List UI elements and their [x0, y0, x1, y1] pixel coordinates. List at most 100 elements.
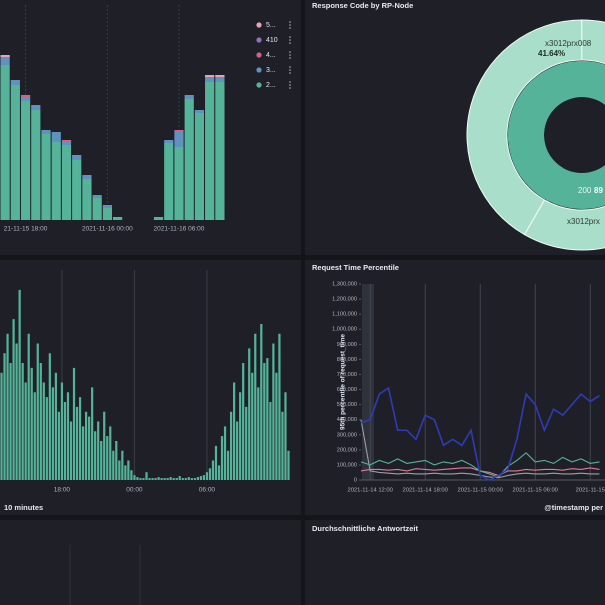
bar-segment	[164, 140, 174, 143]
bar	[229, 411, 233, 480]
bar	[51, 387, 54, 480]
bar	[75, 406, 79, 480]
bar	[139, 478, 142, 480]
bar	[112, 450, 115, 480]
bar-segment	[41, 130, 51, 134]
bar-segment	[61, 142, 72, 145]
bar	[202, 475, 206, 480]
bar-segment	[174, 132, 184, 147]
legend-swatch	[256, 52, 262, 58]
legend-menu-icon	[289, 81, 291, 83]
bar-segment	[82, 179, 92, 220]
x-tick-label: 2021-11-14 12:00	[347, 488, 392, 494]
bar	[72, 367, 76, 480]
legend-menu-icon	[289, 69, 291, 71]
bar	[103, 411, 106, 480]
bar	[223, 426, 227, 480]
x-tick-label: 2021-11-15	[576, 488, 605, 494]
bar	[281, 411, 284, 480]
bar	[214, 445, 218, 480]
line-series	[360, 452, 600, 478]
slice-label: x3012prx	[567, 217, 600, 226]
bar	[269, 402, 272, 480]
bar	[24, 382, 27, 480]
panel	[305, 260, 605, 515]
legend-swatch	[256, 67, 262, 73]
bar	[278, 333, 281, 480]
legend-menu-icon	[289, 42, 291, 44]
bar-segment	[10, 80, 20, 85]
bar-segment	[184, 99, 194, 220]
bar-segment	[0, 55, 10, 57]
x-tick-label: 2021-11-16 00:00	[82, 226, 133, 233]
bar-segment	[113, 217, 123, 220]
bar	[133, 475, 136, 480]
bar	[199, 476, 202, 480]
bar	[217, 465, 221, 480]
y-tick-label: 800,000	[337, 357, 357, 363]
legend-label: 3...	[266, 67, 276, 74]
bar	[148, 478, 151, 480]
bar-segment	[205, 82, 215, 220]
y-tick-label: 1,100,000	[332, 312, 357, 318]
slice-label: 200	[578, 186, 592, 195]
bar	[181, 478, 184, 480]
bar	[124, 465, 127, 480]
highlight-band	[362, 284, 374, 480]
bar	[27, 333, 30, 480]
bar	[145, 472, 148, 480]
bar	[166, 478, 169, 480]
bar	[266, 358, 269, 480]
bar	[251, 372, 254, 480]
bar-segment	[72, 155, 82, 160]
legend-label: 5...	[266, 22, 276, 29]
legend-swatch	[256, 37, 262, 43]
bar	[205, 472, 209, 480]
bar-segment	[102, 205, 112, 208]
bar-segment	[174, 147, 184, 220]
bar	[160, 478, 163, 480]
bar	[169, 477, 172, 480]
bar	[187, 477, 190, 480]
bar	[127, 460, 130, 480]
bar-segment	[92, 195, 102, 198]
slice-value: 89	[594, 186, 603, 195]
bar	[242, 363, 245, 480]
bar	[245, 406, 248, 480]
x-tick-label: 00:00	[126, 487, 143, 494]
bar	[54, 372, 57, 480]
bar-segment	[82, 175, 92, 179]
x-tick-label: 18:00	[54, 487, 71, 494]
bar	[263, 363, 266, 480]
x-axis-label: @timestamp per	[544, 503, 603, 512]
bar	[184, 478, 187, 480]
bar	[233, 382, 236, 480]
bar	[257, 387, 260, 480]
bar	[178, 476, 181, 480]
slice-value: 41.64%	[538, 49, 565, 58]
bar	[48, 353, 51, 480]
bar	[3, 353, 6, 480]
bar-segment	[41, 134, 51, 220]
bar	[172, 478, 175, 480]
x-tick-label: 21-11-15 18:00	[4, 226, 48, 233]
bar	[208, 468, 212, 480]
bar	[45, 397, 48, 480]
y-tick-label: 1,200,000	[332, 297, 357, 303]
bar	[63, 402, 67, 480]
bar-segment	[51, 142, 61, 220]
legend-menu-icon	[289, 24, 291, 26]
bar	[36, 343, 39, 480]
bar	[39, 363, 42, 480]
bar	[60, 382, 64, 480]
bar-segment	[0, 65, 10, 220]
bar	[284, 392, 287, 480]
bar	[9, 363, 12, 480]
y-tick-label: 0	[354, 477, 357, 483]
bar	[163, 478, 166, 480]
bar	[118, 460, 121, 480]
bar	[33, 392, 36, 480]
bar	[94, 431, 97, 480]
y-tick-label: 600,000	[337, 387, 357, 393]
